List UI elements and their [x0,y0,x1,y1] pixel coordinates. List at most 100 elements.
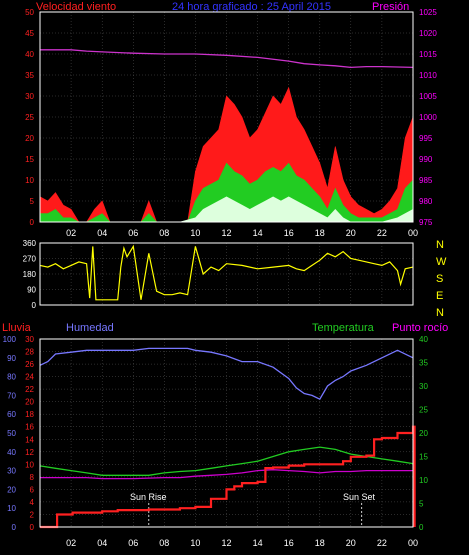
climate-time-tick-label: 14 [253,538,263,548]
sun-markers [148,503,363,527]
direction-axes: 0 90 180 270 360 [23,239,37,310]
humidity-tick-label: 90 [7,354,16,363]
humidity-tick-label: 80 [7,373,16,382]
temperature-tick-label: 30 [419,382,428,391]
climate-time-tick-label: 08 [159,538,169,548]
humidity-axis-label: Humedad [66,322,114,334]
rain-tick-label: 4 [30,498,35,507]
climate-time-tick-label: 02 [66,538,76,548]
rain-tick-label: 2 [30,511,35,520]
pressure-tick-label: 985 [419,176,433,185]
humidity-tick-label: 60 [7,410,16,419]
wind-tick-label: 25 [25,113,34,122]
temperature-tick-label: 10 [419,476,428,485]
gust-series [39,86,414,223]
climate-time-tick-label: 04 [97,538,107,548]
pressure-tick-label: 1020 [419,29,437,38]
climate-time-tick-label: 18 [315,538,325,548]
pressure-tick-label: 980 [419,197,433,206]
humidity-tick-label: 100 [3,335,17,344]
climate-axes: 0102030405060708090100024681012141618202… [3,335,429,548]
wind-tick-label: 0 [30,218,35,227]
pressure-tick-label: 1025 [419,8,437,17]
pressure-tick-label: 1000 [419,113,437,122]
rain-tick-label: 20 [25,398,34,407]
wind-axes: 0510152025303540455097598098599099510001… [25,8,437,238]
temperature-tick-label: 5 [419,500,424,509]
rain-axis-label: Lluvia [2,322,32,334]
rain-tick-label: 18 [25,410,34,419]
climate-time-tick-label: 20 [346,538,356,548]
sunrise-label: Sun Rise [130,492,167,502]
rain-line [40,425,416,529]
direction-tick-label: 90 [27,286,36,295]
wind-time-tick-label: 14 [253,228,263,238]
wind-tick-label: 30 [25,92,34,101]
pressure-series [40,49,414,69]
temperature-tick-label: 40 [419,335,428,344]
climate-time-tick-label: 10 [190,538,200,548]
wind-tick-label: 50 [25,8,34,17]
rain-tick-label: 10 [25,460,34,469]
direction-line [39,244,414,301]
climate-time-tick-label: 16 [284,538,294,548]
compass-letter-s: S [436,273,443,285]
wind-tick-label: 45 [25,29,34,38]
dewpoint-line [40,469,413,480]
pressure-tick-label: 990 [419,155,433,164]
wind-tick-label: 40 [25,50,34,59]
wind-axis-label: Velocidad viento [36,1,116,13]
humidity-line [39,347,414,401]
pressure-tick-label: 995 [419,134,433,143]
wind-panel-frame [39,11,414,223]
rain-tick-label: 14 [25,435,34,444]
wind-time-tick-label: 08 [159,228,169,238]
pressure-line [40,49,414,69]
dewpoint-series [40,469,413,480]
wind-time-tick-label: 02 [66,228,76,238]
wind-time-tick-label: 04 [97,228,107,238]
temperature-tick-label: 15 [419,453,428,462]
wind-time-tick-label: 12 [221,228,231,238]
rain-tick-label: 12 [25,448,34,457]
direction-tick-label: 360 [23,239,37,248]
climate-time-tick-label: 12 [221,538,231,548]
climate-time-tick-label: 06 [128,538,138,548]
rain-tick-label: 6 [30,485,35,494]
pressure-axis-label: Presión [372,1,409,13]
rain-series [40,425,416,529]
wind-tick-label: 10 [25,176,34,185]
sunset-label: Sun Set [343,492,376,502]
humidity-tick-label: 20 [7,485,16,494]
humidity-tick-label: 40 [7,448,16,457]
average-wind-area [39,162,414,223]
direction-tick-label: 270 [23,255,37,264]
dewpoint-axis-label: Punto rocío [392,322,448,334]
wind-time-tick-label: 16 [284,228,294,238]
wind-time-tick-label: 22 [377,228,387,238]
temperature-line [39,446,414,476]
temperature-tick-label: 20 [419,429,428,438]
climate-panel-frame [39,338,414,528]
wind-tick-label: 5 [30,197,35,206]
wind-direction-panel: 0 90 180 270 360 N W S E N [23,239,447,319]
humidity-tick-label: 10 [7,504,16,513]
temperature-tick-label: 0 [419,523,424,532]
compass-letter-n-top: N [436,239,444,251]
rain-tick-label: 22 [25,385,34,394]
temperature-tick-label: 35 [419,359,428,368]
wind-time-tick-label: 06 [128,228,138,238]
wind-tick-label: 35 [25,71,34,80]
temperature-tick-label: 25 [419,406,428,415]
pressure-tick-label: 1005 [419,92,437,101]
wind-time-tick-label: 00 [408,228,418,238]
wind-time-tick-label: 10 [190,228,200,238]
climate-panel: Lluvia Humedad Temperatura Punto rocío 0… [2,322,448,548]
direction-panel-frame [39,242,414,306]
climate-time-tick-label: 22 [377,538,387,548]
compass-letter-w: W [436,256,447,268]
compass-letter-n-bottom: N [436,307,444,319]
gust-area [39,86,414,223]
